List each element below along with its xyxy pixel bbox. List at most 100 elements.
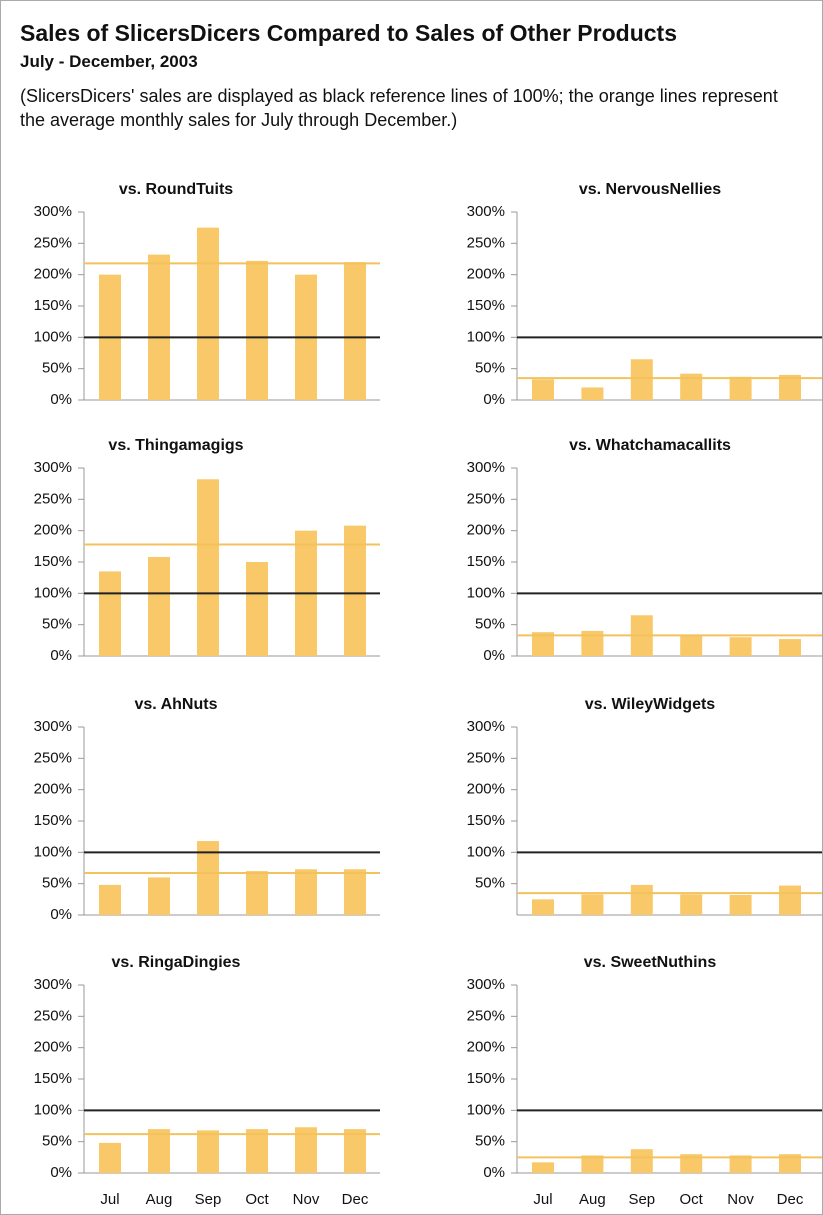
y-tick-label: 150% xyxy=(34,1070,72,1087)
bar xyxy=(581,630,604,656)
bar xyxy=(581,894,604,915)
y-tick-label: 0% xyxy=(483,391,505,408)
y-tick-label: 50% xyxy=(42,616,72,633)
y-tick-label: 0% xyxy=(50,906,72,923)
y-tick-label: 250% xyxy=(34,749,72,766)
x-tick-label: Oct xyxy=(245,1191,269,1208)
y-tick-label: 200% xyxy=(467,266,505,283)
x-tick-label: Dec xyxy=(777,1191,804,1208)
y-tick-label: 100% xyxy=(34,584,72,601)
chart-title: vs. Thingamagigs xyxy=(108,437,243,454)
y-tick-label: 150% xyxy=(467,812,505,829)
y-tick-label: 250% xyxy=(34,490,72,507)
bar xyxy=(246,871,268,915)
y-tick-label: 250% xyxy=(34,234,72,251)
x-tick-label: Sep xyxy=(628,1191,655,1208)
chart-title: vs. Whatchamacallits xyxy=(569,437,731,454)
x-tick-label: Nov xyxy=(293,1191,320,1208)
y-tick-label: 100% xyxy=(467,1101,505,1118)
bar xyxy=(246,562,268,656)
y-tick-label: 250% xyxy=(467,234,505,251)
y-tick-label: 300% xyxy=(467,718,505,735)
y-tick-label: 200% xyxy=(34,522,72,539)
y-tick-label: 50% xyxy=(475,360,505,377)
x-tick-label: Dec xyxy=(342,1191,369,1208)
y-tick-label: 200% xyxy=(34,1039,72,1056)
bar xyxy=(532,1162,554,1173)
bar xyxy=(630,1149,653,1173)
y-tick-label: 50% xyxy=(42,1133,72,1150)
y-tick-label: 250% xyxy=(467,1007,505,1024)
bar xyxy=(729,1155,752,1173)
chart-title: vs. RoundTuits xyxy=(119,181,233,198)
y-tick-label: 50% xyxy=(475,875,505,892)
bar xyxy=(295,1127,317,1173)
bar xyxy=(532,632,554,656)
y-tick-label: 100% xyxy=(467,843,505,860)
y-tick-label: 200% xyxy=(34,781,72,798)
bar xyxy=(680,373,703,400)
chart-title: vs. SweetNuthins xyxy=(584,954,717,971)
y-tick-label: 0% xyxy=(50,391,72,408)
bar xyxy=(729,376,752,400)
y-tick-label: 100% xyxy=(34,843,72,860)
bar xyxy=(197,227,219,400)
x-tick-label: Sep xyxy=(195,1191,222,1208)
y-tick-label: 50% xyxy=(42,875,72,892)
bar xyxy=(779,374,801,400)
y-tick-label: 50% xyxy=(42,360,72,377)
bar xyxy=(197,1130,219,1173)
bar xyxy=(779,639,801,656)
chart-title: vs. WileyWidgets xyxy=(585,696,716,713)
bar xyxy=(197,479,219,656)
bar xyxy=(99,571,121,656)
chart-title: vs. NervousNellies xyxy=(579,181,721,198)
y-tick-label: 100% xyxy=(34,1101,72,1118)
y-tick-label: 300% xyxy=(34,718,72,735)
y-tick-label: 150% xyxy=(467,553,505,570)
page-note: (SlicersDicers' sales are displayed as b… xyxy=(20,86,778,130)
bar xyxy=(344,869,366,915)
y-tick-label: 50% xyxy=(475,1133,505,1150)
x-tick-label: Jul xyxy=(533,1191,552,1208)
bar xyxy=(197,841,219,915)
bar xyxy=(148,1129,170,1173)
bar xyxy=(532,379,554,400)
y-tick-label: 50% xyxy=(475,616,505,633)
bar xyxy=(630,884,653,915)
bar xyxy=(581,387,604,400)
y-tick-label: 100% xyxy=(467,328,505,345)
y-tick-label: 300% xyxy=(34,459,72,476)
y-tick-label: 250% xyxy=(467,749,505,766)
bar xyxy=(581,1155,604,1173)
bar xyxy=(729,894,752,915)
y-tick-label: 150% xyxy=(34,297,72,314)
y-tick-label: 0% xyxy=(483,647,505,664)
y-tick-label: 300% xyxy=(467,976,505,993)
y-tick-label: 200% xyxy=(467,522,505,539)
page-subtitle: July - December, 2003 xyxy=(20,52,198,71)
x-tick-label: Jul xyxy=(100,1191,119,1208)
bar xyxy=(729,637,752,656)
x-tick-label: Oct xyxy=(680,1191,704,1208)
bar xyxy=(630,359,653,400)
chart-title: vs. RingaDingies xyxy=(112,954,241,971)
x-tick-label: Aug xyxy=(579,1191,606,1208)
y-tick-label: 300% xyxy=(34,976,72,993)
bar xyxy=(99,884,121,915)
bar xyxy=(680,894,703,915)
bar xyxy=(680,635,703,656)
y-tick-label: 300% xyxy=(467,203,505,220)
y-tick-label: 250% xyxy=(467,490,505,507)
bar xyxy=(680,1154,703,1173)
bar xyxy=(148,556,170,656)
y-tick-label: 150% xyxy=(467,297,505,314)
y-tick-label: 0% xyxy=(50,647,72,664)
y-tick-label: 150% xyxy=(34,812,72,829)
y-tick-label: 100% xyxy=(34,328,72,345)
bar xyxy=(295,869,317,915)
bar xyxy=(148,877,170,915)
bar xyxy=(344,525,366,656)
y-tick-label: 200% xyxy=(34,266,72,283)
